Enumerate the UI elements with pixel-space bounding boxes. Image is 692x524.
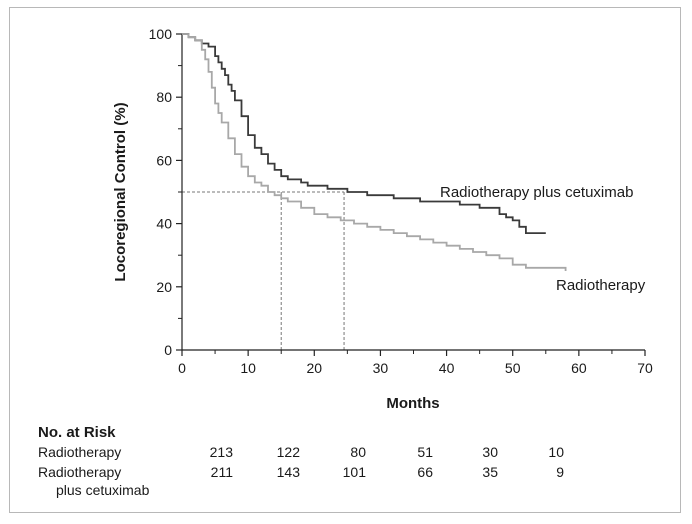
y-tick-label: 40 [156, 216, 172, 232]
risk-value: 66 [417, 464, 433, 480]
risk-table-title: No. at Risk [38, 424, 116, 441]
x-tick-label: 10 [240, 360, 256, 376]
risk-value: 143 [276, 464, 300, 480]
series-labels: Radiotherapy plus cetuximab Radiotherapy [440, 184, 646, 294]
series-line-radiotherapy [182, 33, 567, 271]
x-tick-label: 50 [505, 360, 521, 376]
figure-frame [9, 7, 681, 513]
axes: 0 20 40 60 80 100 0 10 20 30 40 50 60 70 [149, 26, 653, 376]
y-tick-label: 100 [149, 26, 173, 42]
reference-lines [182, 191, 345, 350]
risk-table: No. at Risk Radiotherapy 213 122 80 51 3… [38, 424, 598, 498]
y-tick-label: 60 [156, 152, 172, 168]
risk-value: 10 [548, 444, 564, 460]
risk-value: 30 [482, 444, 498, 460]
risk-value: 9 [556, 464, 564, 480]
risk-value: 51 [417, 444, 433, 460]
risk-value: 213 [209, 444, 233, 460]
x-tick-label: 40 [439, 360, 455, 376]
y-axis-title: Locoregional Control (%) [112, 102, 129, 281]
x-tick-label: 70 [637, 360, 653, 376]
risk-row-radiotherapy: Radiotherapy 213 122 80 51 30 10 [38, 444, 598, 464]
risk-value: 101 [342, 464, 366, 480]
risk-value: 122 [276, 444, 300, 460]
x-axis-title: Months [386, 395, 439, 412]
risk-row-label-continued: plus cetuximab [56, 482, 150, 498]
x-tick-label: 30 [373, 360, 389, 376]
x-tick-label: 60 [571, 360, 587, 376]
series-label-cetuximab: Radiotherapy plus cetuximab [440, 184, 633, 201]
y-tick-label: 20 [156, 279, 172, 295]
x-tick-label: 20 [306, 360, 322, 376]
risk-value: 211 [210, 464, 233, 480]
series-label-radiotherapy: Radiotherapy [556, 277, 646, 294]
risk-value: 35 [482, 464, 498, 480]
risk-row-cetuximab: Radiotherapy plus cetuximab 211 143 101 … [38, 464, 598, 498]
y-tick-label: 0 [164, 342, 172, 358]
risk-value: 80 [350, 444, 366, 460]
series-group [182, 33, 567, 271]
risk-row-label: Radiotherapy [38, 464, 122, 480]
x-tick-label: 0 [178, 360, 186, 376]
series-line-cetuximab [182, 33, 546, 234]
risk-row-label: Radiotherapy [38, 444, 122, 460]
y-tick-label: 80 [156, 89, 172, 105]
